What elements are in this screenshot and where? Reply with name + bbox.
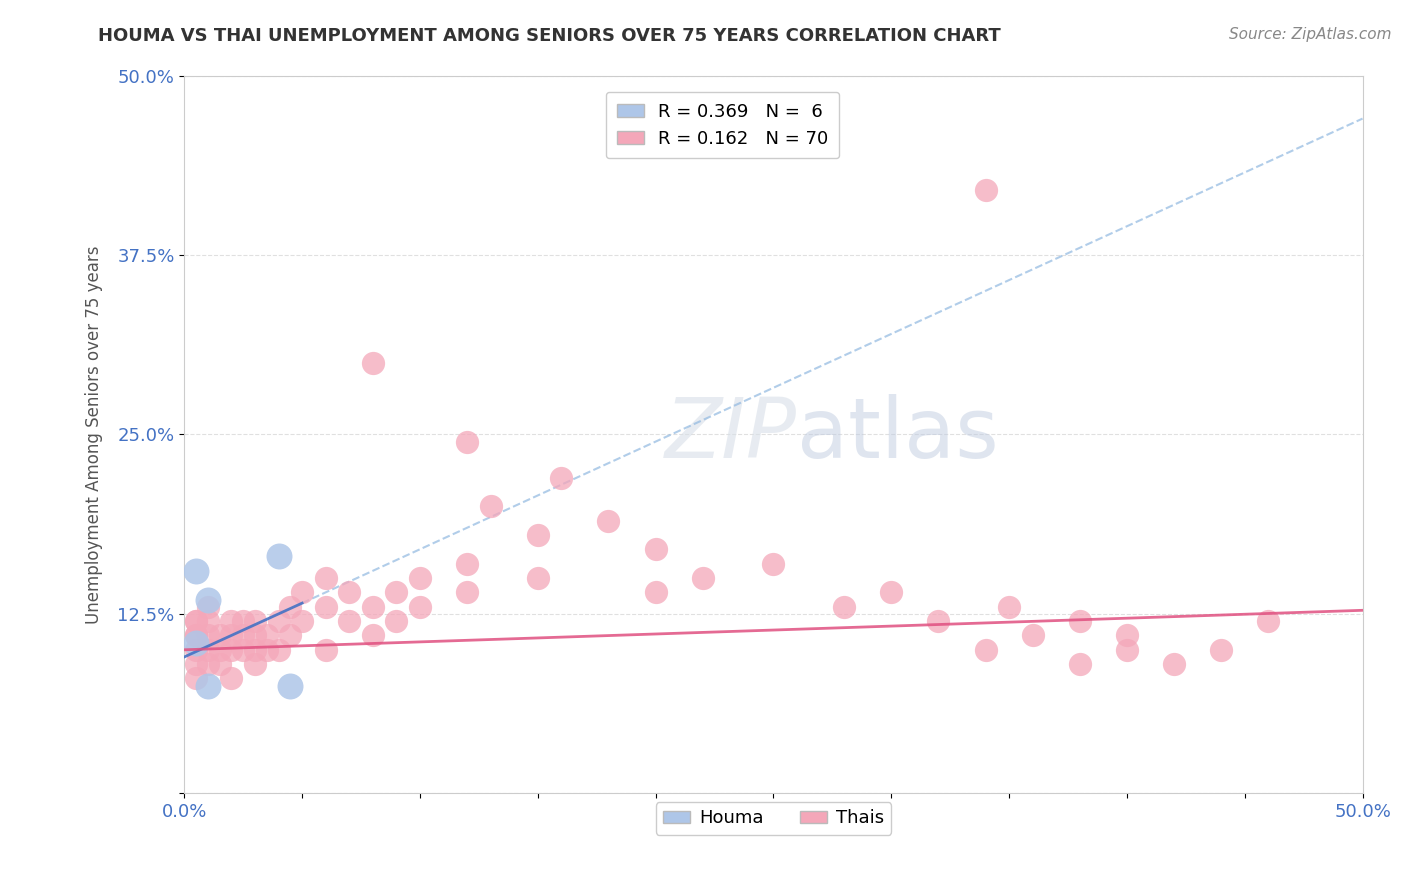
Point <box>1115 642 1137 657</box>
Point <box>927 614 949 628</box>
Point <box>278 628 301 642</box>
Text: ZIP: ZIP <box>665 394 797 475</box>
Point <box>337 585 360 599</box>
Point <box>644 585 666 599</box>
Point <box>256 628 278 642</box>
Point <box>456 557 478 571</box>
Text: HOUMA VS THAI UNEMPLOYMENT AMONG SENIORS OVER 75 YEARS CORRELATION CHART: HOUMA VS THAI UNEMPLOYMENT AMONG SENIORS… <box>98 27 1001 45</box>
Point <box>221 642 243 657</box>
Point <box>998 599 1021 614</box>
Point <box>598 514 620 528</box>
Point <box>184 628 207 642</box>
Point <box>197 642 219 657</box>
Point <box>197 599 219 614</box>
Point <box>197 628 219 642</box>
Point <box>479 500 502 514</box>
Point <box>1211 642 1233 657</box>
Point <box>256 642 278 657</box>
Point <box>832 599 855 614</box>
Point <box>232 628 254 642</box>
Point <box>762 557 785 571</box>
Point <box>267 614 290 628</box>
Point <box>243 628 266 642</box>
Point <box>456 434 478 449</box>
Point <box>208 628 231 642</box>
Point <box>221 628 243 642</box>
Point <box>385 585 408 599</box>
Point <box>291 614 314 628</box>
Point <box>361 628 384 642</box>
Point <box>184 614 207 628</box>
Point <box>1163 657 1185 672</box>
Text: atlas: atlas <box>797 394 998 475</box>
Point <box>197 614 219 628</box>
Point <box>1069 657 1091 672</box>
Point <box>278 599 301 614</box>
Point <box>184 642 207 657</box>
Point <box>315 642 337 657</box>
Point <box>197 679 219 693</box>
Point <box>208 642 231 657</box>
Point <box>184 628 207 642</box>
Point <box>361 599 384 614</box>
Point <box>208 657 231 672</box>
Point <box>361 356 384 370</box>
Point <box>880 585 903 599</box>
Point <box>409 599 432 614</box>
Point <box>456 585 478 599</box>
Point <box>243 657 266 672</box>
Point <box>221 614 243 628</box>
Point <box>221 672 243 686</box>
Point <box>550 470 572 484</box>
Point <box>409 571 432 585</box>
Point <box>315 599 337 614</box>
Point <box>526 528 548 542</box>
Point <box>1115 628 1137 642</box>
Point <box>1069 614 1091 628</box>
Point <box>243 642 266 657</box>
Text: Source: ZipAtlas.com: Source: ZipAtlas.com <box>1229 27 1392 42</box>
Point <box>1021 628 1043 642</box>
Point <box>278 679 301 693</box>
Point <box>184 657 207 672</box>
Point <box>974 642 997 657</box>
Y-axis label: Unemployment Among Seniors over 75 years: Unemployment Among Seniors over 75 years <box>86 245 103 624</box>
Point <box>243 614 266 628</box>
Point <box>232 614 254 628</box>
Point <box>1257 614 1279 628</box>
Point <box>197 657 219 672</box>
Point <box>184 635 207 649</box>
Point <box>692 571 714 585</box>
Point <box>197 592 219 607</box>
Point <box>267 642 290 657</box>
Point <box>315 571 337 585</box>
Point <box>644 542 666 557</box>
Point <box>291 585 314 599</box>
Point <box>184 564 207 578</box>
Point <box>184 672 207 686</box>
Point <box>232 642 254 657</box>
Point <box>267 549 290 564</box>
Point <box>526 571 548 585</box>
Point <box>184 614 207 628</box>
Legend: Houma, Thais: Houma, Thais <box>655 802 891 835</box>
Point <box>337 614 360 628</box>
Point <box>974 183 997 197</box>
Point <box>385 614 408 628</box>
